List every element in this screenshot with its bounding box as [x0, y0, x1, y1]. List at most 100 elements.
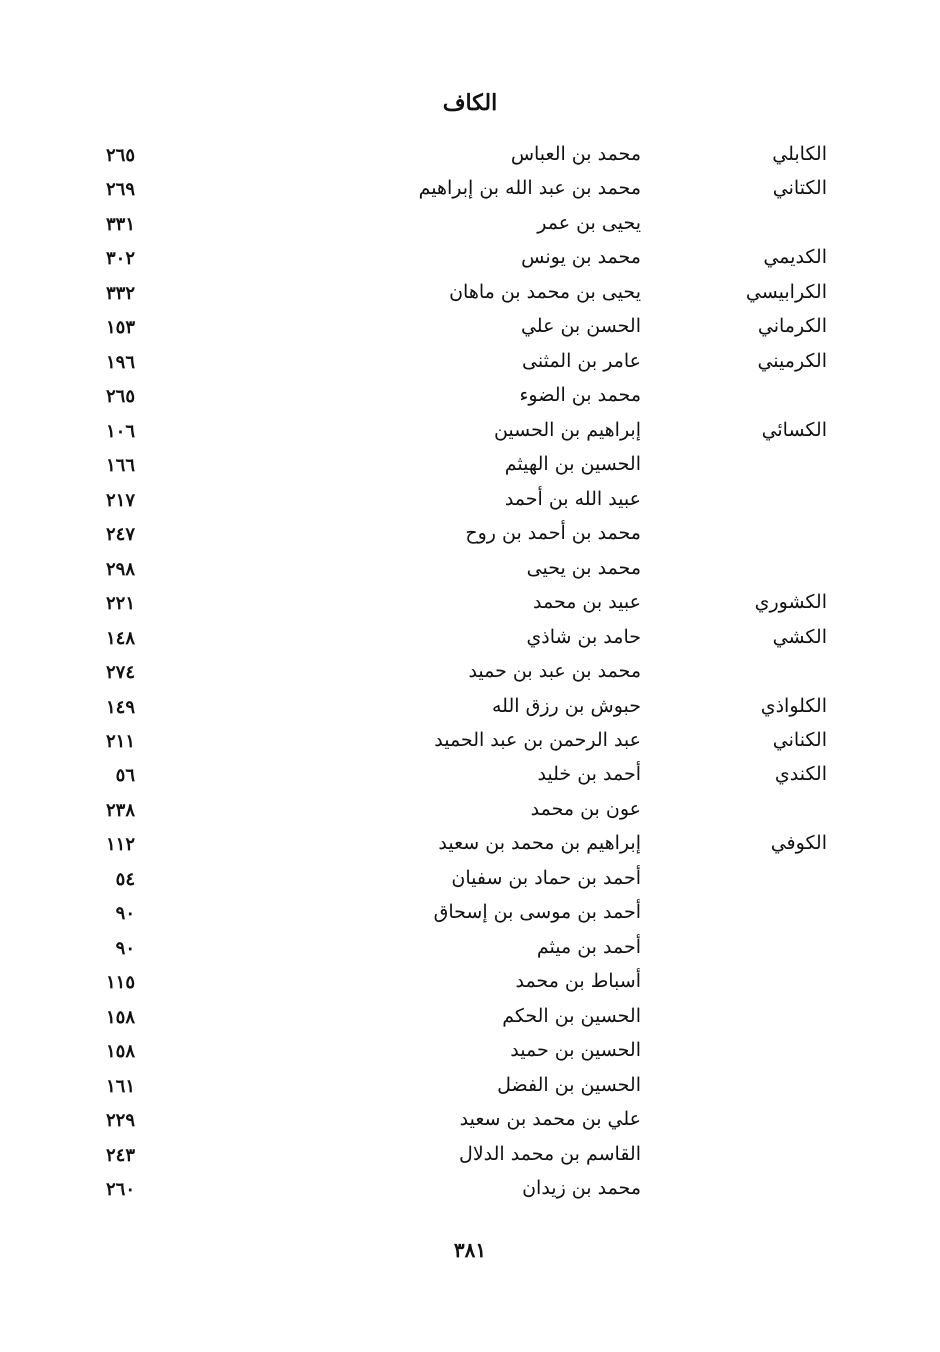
index-entry: الكندي أحمد بن خليد ٥٦ — [0, 761, 940, 795]
index-entry: الحسين بن الهيثم ١٦٦ — [0, 451, 940, 485]
page-ref: ٢٣٨ — [105, 799, 135, 821]
index-list: الكابلي محمد بن العباس ٢٦٥ الكتاني محمد بن ع… — [0, 141, 940, 1210]
index-entry: الكناني عبد الرحمن بن عبد الحميد ٢١١ — [0, 727, 940, 761]
name: محمد بن يونس — [521, 246, 641, 269]
name: إبراهيم بن الحسين — [493, 418, 641, 441]
name: إبراهيم بن محمد بن سعيد — [438, 832, 641, 855]
nisba: الكناني — [772, 728, 827, 751]
name: محمد بن عبد بن حميد — [468, 660, 641, 683]
page-ref: ١١٢ — [105, 834, 135, 856]
name: عبيد الله بن أحمد — [504, 487, 641, 510]
page-ref: ٩٠ — [115, 903, 135, 925]
name: محمد بن العباس — [510, 143, 641, 165]
name: حبوش بن رزق الله — [492, 694, 641, 717]
index-entry: أحمد بن ميثم ٩٠ — [0, 934, 940, 968]
nisba: الكشي — [772, 625, 827, 648]
page-ref: ٢٤٣ — [105, 1144, 135, 1166]
name: الحسين بن حميد — [510, 1039, 641, 1062]
name: عون بن محمد — [530, 797, 641, 820]
page-ref: ٢٦٥ — [105, 145, 135, 166]
name: أحمد بن خليد — [537, 763, 641, 786]
page-ref: ٩٠ — [115, 937, 135, 959]
page-ref: ١٤٩ — [105, 696, 135, 718]
nisba: الكرميني — [757, 349, 827, 372]
name: الحسين بن الحكم — [502, 1004, 641, 1027]
page-ref: ٥٦ — [115, 765, 135, 787]
page-ref: ٢٦٩ — [105, 179, 135, 201]
index-entry: الكشي حامد بن شاذي ١٤٨ — [0, 624, 940, 658]
index-entry: الحسين بن الحكم ١٥٨ — [0, 1003, 940, 1037]
nisba: الكندي — [774, 763, 827, 786]
section-title: الكاف — [442, 90, 498, 116]
nisba: الكلواذي — [760, 694, 827, 717]
nisba: الكشوري — [754, 591, 827, 614]
name: محمد بن يحيى — [526, 556, 641, 579]
page-ref: ٢٤٧ — [105, 524, 135, 546]
index-entry: الكتاني محمد بن عبد الله بن إبراهيم ٢٦٩ — [0, 175, 940, 209]
name: أحمد بن ميثم — [536, 935, 641, 958]
index-entry: الكشوري عبيد بن محمد ٢٢١ — [0, 589, 940, 623]
name: عامر بن المثنى — [522, 349, 641, 372]
index-entry: الكسائي إبراهيم بن الحسين ١٠٦ — [0, 417, 940, 451]
name: أحمد بن موسى بن إسحاق — [433, 901, 641, 924]
index-entry: محمد بن الضوء ٢٦٥ — [0, 382, 940, 416]
index-entry: الكديمي محمد بن يونس ٣٠٢ — [0, 244, 940, 278]
page-ref: ١٦١ — [105, 1075, 135, 1097]
name: الحسين بن الهيثم — [504, 453, 641, 476]
name: حامد بن شاذي — [526, 625, 641, 648]
page-ref: ٣٣٢ — [105, 282, 135, 304]
nisba: الكرابيسي — [745, 280, 827, 303]
index-entry: الكابلي محمد بن العباس ٢٦٥ — [0, 141, 940, 175]
index-entry: الكلواذي حبوش بن رزق الله ١٤٩ — [0, 693, 940, 727]
index-entry: أحمد بن موسى بن إسحاق ٩٠ — [0, 899, 940, 933]
index-entry: أسباط بن محمد ١١٥ — [0, 968, 940, 1002]
index-entry: يحيى بن عمر ٣٣١ — [0, 210, 940, 244]
index-entry: الكرابيسي يحيى بن محمد بن ماهان ٣٣٢ — [0, 279, 940, 313]
page-ref: ٢٦٠ — [105, 1179, 135, 1201]
page-ref: ٢١١ — [105, 730, 135, 752]
name: أسباط بن محمد — [515, 970, 641, 993]
nisba: الكرماني — [757, 315, 827, 338]
index-entry: عبيد الله بن أحمد ٢١٧ — [0, 486, 940, 520]
index-entry: محمد بن أحمد بن روح ٢٤٧ — [0, 520, 940, 554]
name: يحيى بن عمر — [537, 211, 641, 234]
page-ref: ١٦٦ — [105, 455, 135, 477]
index-entry: عون بن محمد ٢٣٨ — [0, 796, 940, 830]
index-entry: أحمد بن حماد بن سفيان ٥٤ — [0, 865, 940, 899]
page-ref: ٢٩٨ — [105, 558, 135, 580]
page-ref: ١١٥ — [105, 972, 135, 994]
name: محمد بن الضوء — [519, 384, 641, 407]
page-ref: ٣٣١ — [105, 213, 135, 235]
page-ref: ١٥٨ — [105, 1006, 135, 1028]
page-ref: ٢٧٤ — [105, 662, 135, 684]
index-entry: الحسين بن حميد ١٥٨ — [0, 1037, 940, 1071]
name: محمد بن عبد الله بن إبراهيم — [418, 177, 641, 200]
page-ref: ٣٠٢ — [105, 248, 135, 270]
index-entry: الكوفي إبراهيم بن محمد بن سعيد ١١٢ — [0, 830, 940, 864]
index-entry: الحسين بن الفضل ١٦١ — [0, 1072, 940, 1106]
index-entry: الكرميني عامر بن المثنى ١٩٦ — [0, 348, 940, 382]
name: عبد الرحمن بن عبد الحميد — [434, 728, 641, 751]
nisba: الكسائي — [761, 418, 827, 441]
page-ref: ٢٦٥ — [105, 386, 135, 408]
nisba: الكتاني — [772, 177, 827, 200]
index-entry: محمد بن عبد بن حميد ٢٧٤ — [0, 658, 940, 692]
index-entry: علي بن محمد بن سعيد ٢٢٩ — [0, 1106, 940, 1140]
page-ref: ١٩٦ — [105, 351, 135, 373]
nisba: الكابلي — [772, 143, 827, 165]
page-ref: ٢١٧ — [105, 489, 135, 511]
page-ref: ٥٤ — [115, 868, 135, 890]
name: عبيد بن محمد — [532, 591, 641, 614]
index-entry: القاسم بن محمد الدلال ٢٤٣ — [0, 1141, 940, 1175]
page-ref: ٢٢٩ — [105, 1110, 135, 1132]
index-entry: محمد بن يحيى ٢٩٨ — [0, 555, 940, 589]
nisba: الكوفي — [770, 832, 827, 855]
page-ref: ١٤٨ — [105, 627, 135, 649]
name: أحمد بن حماد بن سفيان — [451, 866, 641, 889]
name: محمد بن زيدان — [522, 1177, 641, 1200]
nisba: الكديمي — [763, 246, 827, 269]
name: يحيى بن محمد بن ماهان — [449, 280, 641, 303]
page-ref: ٢٢١ — [105, 593, 135, 615]
name: محمد بن أحمد بن روح — [465, 522, 641, 545]
page-number: ٣٨١ — [453, 1238, 487, 1262]
